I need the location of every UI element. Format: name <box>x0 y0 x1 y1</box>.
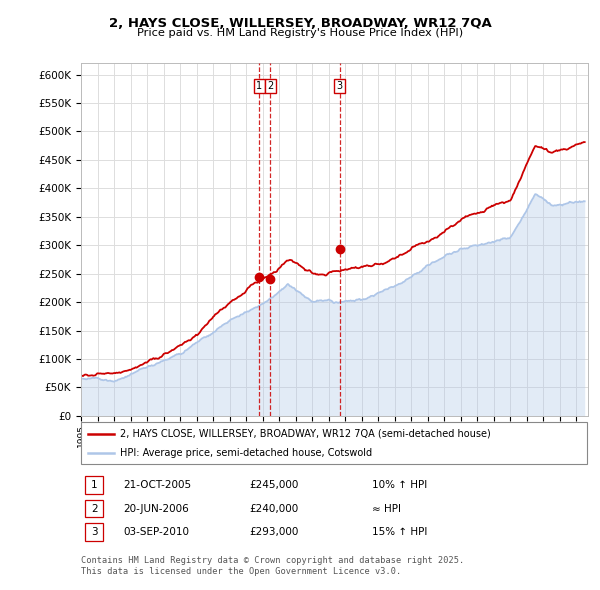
Text: Price paid vs. HM Land Registry's House Price Index (HPI): Price paid vs. HM Land Registry's House … <box>137 28 463 38</box>
Text: 20-JUN-2006: 20-JUN-2006 <box>123 504 189 513</box>
Text: 10% ↑ HPI: 10% ↑ HPI <box>372 480 427 490</box>
Text: 03-SEP-2010: 03-SEP-2010 <box>123 527 189 537</box>
Text: 1: 1 <box>256 81 262 91</box>
Text: 15% ↑ HPI: 15% ↑ HPI <box>372 527 427 537</box>
Text: Contains HM Land Registry data © Crown copyright and database right 2025.
This d: Contains HM Land Registry data © Crown c… <box>81 556 464 576</box>
Text: 2: 2 <box>91 504 98 513</box>
Text: 1: 1 <box>91 480 98 490</box>
Text: 2, HAYS CLOSE, WILLERSEY, BROADWAY, WR12 7QA (semi-detached house): 2, HAYS CLOSE, WILLERSEY, BROADWAY, WR12… <box>120 429 491 439</box>
Text: £293,000: £293,000 <box>249 527 298 537</box>
Text: 3: 3 <box>91 527 98 537</box>
Text: 21-OCT-2005: 21-OCT-2005 <box>123 480 191 490</box>
Text: 3: 3 <box>337 81 343 91</box>
Text: HPI: Average price, semi-detached house, Cotswold: HPI: Average price, semi-detached house,… <box>120 448 372 458</box>
Text: £240,000: £240,000 <box>249 504 298 513</box>
Text: £245,000: £245,000 <box>249 480 298 490</box>
Text: 2, HAYS CLOSE, WILLERSEY, BROADWAY, WR12 7QA: 2, HAYS CLOSE, WILLERSEY, BROADWAY, WR12… <box>109 17 491 30</box>
Text: 2: 2 <box>267 81 274 91</box>
Text: ≈ HPI: ≈ HPI <box>372 504 401 513</box>
